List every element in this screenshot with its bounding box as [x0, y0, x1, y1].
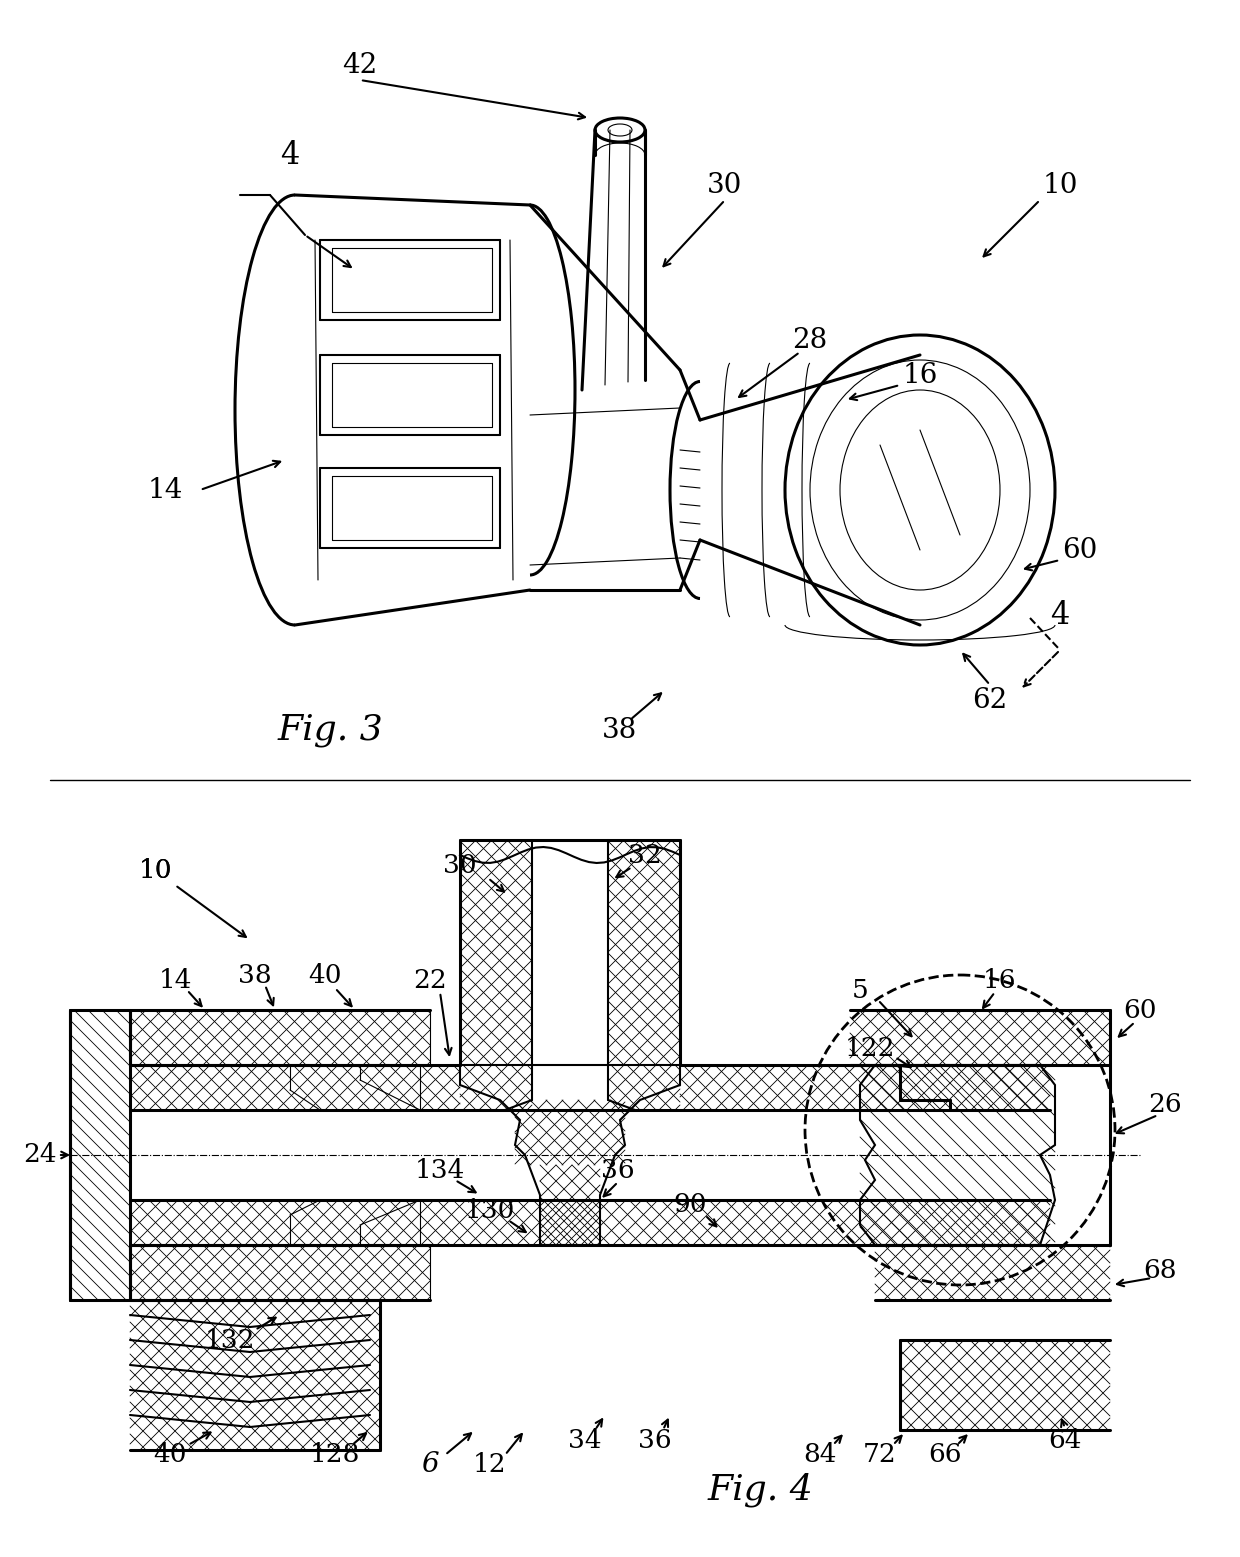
Text: 38: 38: [238, 962, 272, 987]
Text: 4: 4: [280, 140, 300, 171]
Text: 60: 60: [1123, 998, 1157, 1023]
Text: 66: 66: [929, 1442, 962, 1468]
Text: 64: 64: [1048, 1428, 1081, 1453]
Text: 122: 122: [844, 1035, 895, 1060]
Text: 14: 14: [159, 967, 192, 992]
Text: 5: 5: [852, 978, 868, 1003]
Text: 30: 30: [443, 853, 477, 878]
Text: 40: 40: [154, 1442, 187, 1468]
Text: 90: 90: [673, 1193, 707, 1218]
Text: 10: 10: [1043, 171, 1078, 198]
Text: 28: 28: [792, 327, 827, 353]
Text: 38: 38: [603, 716, 637, 744]
Text: 36: 36: [601, 1157, 635, 1182]
Text: 6: 6: [422, 1451, 439, 1479]
Text: 40: 40: [309, 962, 342, 987]
Text: 16: 16: [903, 361, 937, 389]
Text: 32: 32: [629, 842, 662, 867]
Text: 128: 128: [310, 1442, 360, 1468]
Text: 68: 68: [1143, 1258, 1177, 1283]
Text: 62: 62: [972, 687, 1008, 713]
Text: 10: 10: [138, 858, 172, 883]
Text: 60: 60: [1063, 537, 1097, 564]
Text: 36: 36: [639, 1428, 672, 1453]
Text: 10: 10: [138, 858, 172, 883]
Text: 4: 4: [1050, 599, 1070, 631]
Text: 72: 72: [863, 1442, 897, 1468]
Text: 24: 24: [24, 1143, 57, 1168]
Text: 42: 42: [342, 51, 378, 78]
Text: 132: 132: [205, 1328, 255, 1353]
Text: 22: 22: [413, 967, 446, 992]
Text: 34: 34: [568, 1428, 601, 1453]
Text: 26: 26: [1148, 1093, 1182, 1118]
Text: 84: 84: [804, 1442, 837, 1468]
Text: 134: 134: [415, 1157, 465, 1182]
Text: 12: 12: [474, 1453, 507, 1478]
Text: 130: 130: [465, 1197, 515, 1222]
Text: 30: 30: [707, 171, 743, 198]
Text: 14: 14: [148, 476, 182, 503]
Text: 16: 16: [983, 967, 1017, 992]
Text: Fig. 4: Fig. 4: [707, 1473, 813, 1507]
Text: Fig. 3: Fig. 3: [277, 713, 383, 747]
